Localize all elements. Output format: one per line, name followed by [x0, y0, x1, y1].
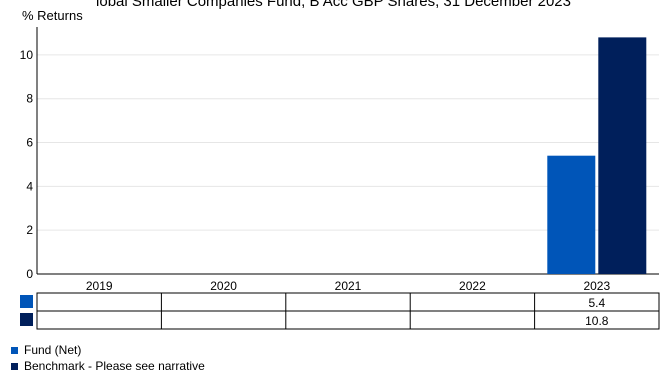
x-tick-label-2022: 2022	[459, 279, 486, 293]
legend-label-benchmark: Benchmark - Please see narrative	[24, 359, 205, 373]
y-tick-label-0: 0	[26, 267, 33, 281]
data-table-cell-fund-2023: 5.4	[588, 296, 605, 310]
legend: Fund (Net) Benchmark - Please see narrat…	[11, 342, 205, 374]
y-tick-label-8: 8	[26, 92, 33, 106]
y-tick-label-2: 2	[26, 223, 33, 237]
legend-item-fund: Fund (Net)	[11, 342, 205, 358]
data-table-swatch-fund	[20, 295, 33, 308]
x-tick-label-2023: 2023	[583, 279, 610, 293]
chart-title: lobal Smaller Companies Fund, B Acc GBP …	[96, 0, 571, 10]
legend-label-fund: Fund (Net)	[24, 343, 82, 357]
legend-swatch-benchmark	[11, 362, 18, 370]
y-tick-label-4: 4	[26, 179, 33, 193]
y-tick-label-6: 6	[26, 136, 33, 150]
legend-swatch-fund	[11, 346, 18, 354]
y-axis-label: % Returns	[22, 8, 83, 23]
bar-fund-2023	[547, 155, 596, 274]
data-table-cell-benchmark-2023: 10.8	[585, 314, 609, 328]
bar-benchmark-2023	[598, 37, 647, 274]
y-tick-label-10: 10	[20, 48, 34, 62]
x-tick-label-2021: 2021	[335, 279, 362, 293]
x-tick-label-2019: 2019	[86, 279, 113, 293]
legend-item-benchmark: Benchmark - Please see narrative	[11, 358, 205, 374]
x-tick-label-2020: 2020	[210, 279, 237, 293]
data-table-swatch-benchmark	[20, 313, 33, 326]
